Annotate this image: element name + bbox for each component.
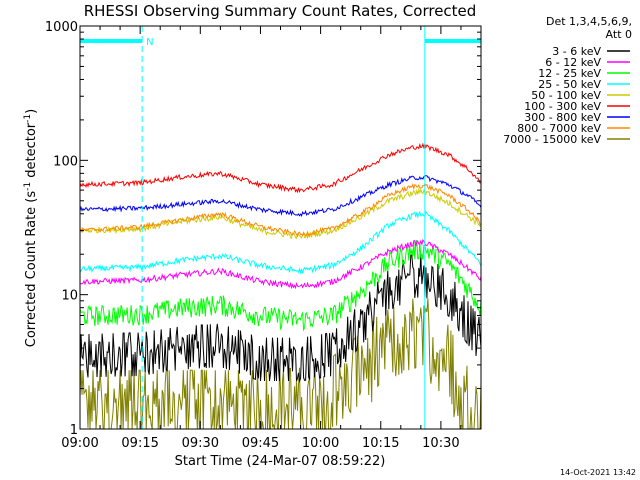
series-line-25-50kev: [79, 210, 482, 275]
series-line-50-100kev: [79, 187, 482, 240]
legend-header-line-2: Att 0: [606, 28, 632, 41]
footer-timestamp: 14-Oct-2021 13:42: [560, 468, 636, 477]
x-tick-label: 09:00: [61, 436, 98, 451]
y-axis-label-main: Corrected Count Rate (s: [24, 191, 39, 348]
x-tick-label: 09:15: [121, 436, 158, 451]
chart-title: RHESSI Observing Summary Count Rates, Co…: [84, 2, 477, 20]
series-line-12-25kev: [79, 239, 482, 332]
y-axis-label-mid: detector: [24, 122, 39, 182]
y-tick-label: 100: [53, 154, 78, 169]
series-line-6-12kev: [79, 238, 482, 290]
x-axis-label: Start Time (24-Mar-07 08:59:22): [175, 454, 386, 469]
series-line-3-6kev: [79, 253, 482, 383]
legend-label: 100 - 300 keV: [524, 100, 601, 113]
legend-label: 7000 - 15000 keV: [503, 133, 601, 146]
y-axis-label: Corrected Count Rate (s-1 detector-1): [23, 109, 39, 347]
x-tick-label: 09:45: [242, 436, 279, 451]
legend-label: 50 - 100 keV: [531, 89, 601, 102]
x-tick-label: 10:00: [302, 436, 339, 451]
legend-label: 300 - 800 keV: [524, 111, 601, 124]
series-line-100-300kev: [79, 142, 482, 194]
y-tick-label: 10: [61, 289, 78, 304]
y-axis: 1 10 100 1000: [45, 20, 481, 438]
x-tick-label: 09:30: [182, 436, 219, 451]
y-axis-label-sup1: -1: [23, 182, 33, 191]
y-tick-label: 1000: [45, 20, 78, 35]
series-line-7000-15000kev: [79, 298, 482, 431]
night-label: N: [146, 37, 153, 48]
series-line-300-800kev: [79, 175, 482, 218]
legend-header-line-1: Det 1,3,4,5,6,9,: [546, 15, 632, 28]
y-axis-label-end: ): [24, 109, 39, 114]
y-axis-label-sup2: -1: [23, 114, 33, 123]
plot-series-group: [79, 142, 482, 431]
series-line-800-7000kev: [79, 183, 482, 238]
x-axis: 09:00 09:15 09:30 09:45 10:00 10:15 10:30: [61, 26, 482, 451]
y-tick-label: 1: [70, 423, 78, 438]
x-tick-label: 10:30: [422, 436, 459, 451]
x-tick-label: 10:15: [362, 436, 399, 451]
legend-label: 12 - 25 keV: [538, 67, 601, 80]
legend-label: 25 - 50 keV: [538, 78, 601, 91]
legend-label: 6 - 12 keV: [545, 56, 601, 69]
legend-label: 800 - 7000 keV: [517, 122, 601, 135]
legend-label: 3 - 6 keV: [552, 45, 601, 58]
